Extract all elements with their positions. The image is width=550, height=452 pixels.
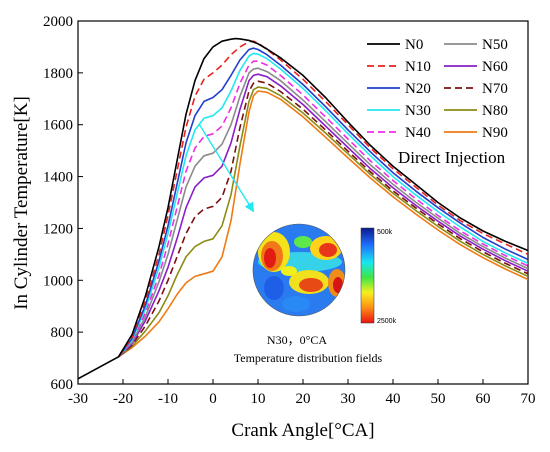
x-tick-label: 10 bbox=[251, 391, 266, 407]
x-tick-label: 50 bbox=[431, 391, 446, 407]
legend-label-n10: N10 bbox=[405, 59, 431, 75]
y-tick-label: 2000 bbox=[43, 14, 73, 30]
legend: N0 N10 N20 N30 N40 N50 N60 N70 N80 N90 bbox=[367, 37, 508, 141]
legend-label-n20: N20 bbox=[405, 81, 431, 97]
inset-arrow bbox=[198, 124, 255, 213]
series-line-n10 bbox=[117, 40, 528, 358]
x-tick-label: 70 bbox=[521, 391, 536, 407]
x-tick-label: 40 bbox=[386, 391, 401, 407]
temperature-field-disc bbox=[253, 224, 345, 316]
series-line-n60 bbox=[117, 73, 528, 358]
y-tick-label: 1600 bbox=[43, 118, 73, 134]
series-line-n90 bbox=[118, 90, 528, 358]
y-tick-label: 1400 bbox=[43, 170, 73, 186]
x-tick-label: 30 bbox=[341, 391, 356, 407]
y-axis: 600 800 1000 1200 1400 1600 1800 2000 bbox=[43, 14, 83, 393]
legend-label-n70: N70 bbox=[482, 81, 508, 97]
inset-caption: N30，0°CA bbox=[267, 333, 327, 347]
series-line-n40 bbox=[117, 60, 528, 358]
inset-subcaption: Temperature distribution fields bbox=[234, 351, 383, 365]
y-tick-label: 1000 bbox=[43, 273, 73, 289]
x-tick-label: 60 bbox=[476, 391, 491, 407]
y-tick-label: 800 bbox=[51, 325, 74, 341]
x-tick-label: 0 bbox=[209, 391, 217, 407]
series-line-n20 bbox=[117, 47, 528, 358]
legend-label-n40: N40 bbox=[405, 125, 431, 141]
y-tick-label: 1800 bbox=[43, 66, 73, 82]
x-tick-label: -30 bbox=[68, 391, 88, 407]
series-line-n0 bbox=[78, 37, 528, 380]
y-tick-label: 600 bbox=[51, 377, 74, 393]
colorbar-bottom-label: 2500k bbox=[377, 318, 397, 325]
series-lines bbox=[78, 37, 528, 380]
x-axis: -30 -20 -10 0 10 20 30 40 50 60 70 bbox=[68, 379, 536, 407]
legend-label-n50: N50 bbox=[482, 37, 508, 53]
legend-label-n0: N0 bbox=[405, 37, 423, 53]
x-axis-title: Crank Angle[°CA] bbox=[231, 420, 374, 441]
legend-label-n80: N80 bbox=[482, 103, 508, 119]
legend-label-n60: N60 bbox=[482, 59, 508, 75]
legend-label-n90: N90 bbox=[482, 125, 508, 141]
x-tick-label: -10 bbox=[158, 391, 178, 407]
series-line-n80 bbox=[118, 86, 528, 358]
x-tick-label: -20 bbox=[113, 391, 133, 407]
y-tick-label: 1200 bbox=[43, 221, 73, 237]
series-line-n30 bbox=[117, 52, 528, 358]
x-tick-label: 20 bbox=[296, 391, 311, 407]
colorbar-top-label: 500k bbox=[377, 229, 393, 236]
legend-label-n30: N30 bbox=[405, 103, 431, 119]
colorbar bbox=[360, 227, 375, 324]
series-line-n70 bbox=[117, 80, 528, 358]
direct-injection-label: Direct Injection bbox=[398, 148, 506, 167]
temperature-field-inset: 500k 2500k N30，0°CA Temperature distribu… bbox=[234, 223, 397, 365]
series-line-n50 bbox=[117, 67, 528, 358]
y-axis-title: In Cylinder Temperature[K] bbox=[11, 96, 32, 310]
